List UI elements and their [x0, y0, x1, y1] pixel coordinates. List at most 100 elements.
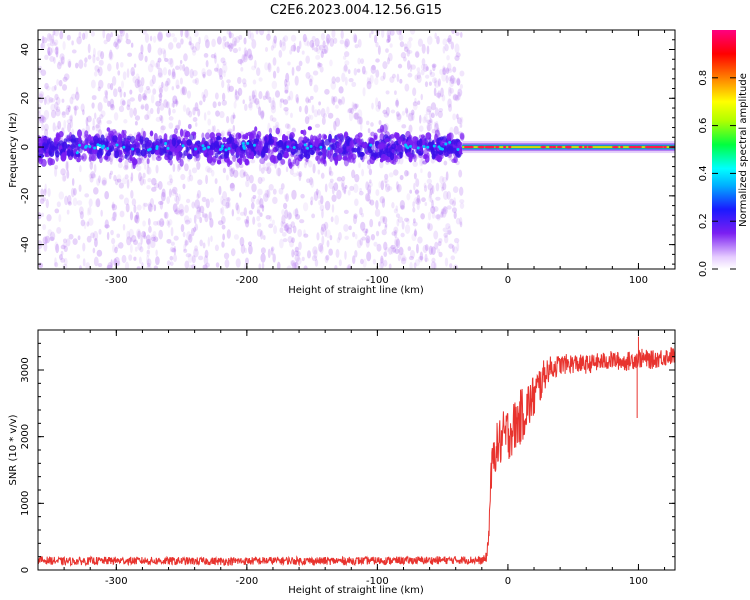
noise-speck: [252, 216, 256, 225]
noise-speck: [412, 87, 417, 97]
noise-speck: [365, 228, 369, 234]
noise-speck: [168, 219, 173, 226]
noise-speck: [434, 107, 439, 117]
noise-speck: [222, 63, 228, 74]
signal-peak: [464, 145, 468, 149]
noise-speck: [189, 36, 192, 46]
noise-speck: [172, 163, 176, 173]
noise-speck: [261, 205, 265, 212]
noise-speck: [43, 241, 48, 252]
noise-speck: [88, 173, 93, 179]
noise-band-blob: [49, 145, 55, 150]
noise-band-blob: [79, 155, 85, 160]
noise-speck: [251, 90, 255, 100]
noise-speck: [90, 232, 95, 239]
noise-band-blob: [99, 155, 103, 164]
noise-band-blob: [389, 134, 395, 139]
noise-speck: [422, 63, 429, 73]
noise-band-blob: [76, 157, 81, 163]
noise-speck: [157, 31, 163, 41]
noise-speck: [421, 58, 426, 66]
noise-speck: [432, 77, 438, 84]
noise-band-peak: [148, 147, 152, 151]
noise-speck: [351, 81, 357, 88]
noise-speck: [119, 194, 124, 200]
noise-band-blob: [146, 158, 150, 165]
noise-band-blob: [450, 140, 456, 145]
noise-band-blob: [126, 145, 131, 152]
noise-speck: [63, 245, 68, 253]
noise-band-peak: [252, 143, 256, 147]
noise-speck: [78, 59, 84, 69]
noise-speck: [226, 197, 231, 202]
noise-speck: [142, 202, 146, 211]
noise-speck: [54, 47, 59, 55]
noise-speck: [186, 231, 192, 241]
colorbar-tick-label: 0.8: [698, 70, 709, 86]
noise-speck: [159, 92, 162, 102]
noise-speck: [442, 45, 446, 54]
noise-speck: [302, 33, 307, 43]
noise-speck: [309, 39, 315, 48]
noise-speck: [97, 68, 101, 73]
noise-speck: [56, 78, 60, 86]
noise-speck: [319, 204, 325, 212]
spectrogram-xtick-label: 0: [505, 275, 511, 286]
noise-speck: [442, 65, 446, 72]
noise-speck: [276, 261, 281, 269]
noise-speck: [65, 161, 69, 171]
noise-speck: [343, 209, 349, 215]
noise-speck: [324, 183, 328, 193]
noise-speck: [179, 64, 183, 71]
noise-band-blob: [283, 151, 289, 159]
noise-band-blob: [286, 139, 292, 148]
noise-speck: [365, 235, 371, 244]
noise-speck: [218, 185, 222, 196]
noise-speck: [209, 217, 214, 228]
noise-speck: [233, 234, 239, 240]
noise-speck: [453, 246, 458, 254]
noise-speck: [54, 257, 57, 267]
noise-speck: [228, 32, 234, 39]
noise-speck: [287, 95, 291, 101]
noise-speck: [183, 53, 188, 62]
noise-speck: [442, 68, 446, 76]
noise-speck: [326, 106, 330, 115]
noise-speck: [455, 52, 461, 58]
noise-speck: [270, 247, 274, 256]
noise-band-blob: [289, 132, 295, 139]
noise-speck: [182, 104, 187, 112]
noise-speck: [49, 236, 55, 242]
spectrogram-ytick-label: 20: [20, 92, 31, 105]
noise-speck: [53, 56, 56, 64]
noise-speck: [243, 52, 248, 61]
noise-speck: [403, 56, 407, 62]
noise-speck: [49, 231, 56, 242]
noise-speck: [406, 48, 411, 57]
noise-speck: [149, 35, 153, 42]
noise-speck: [173, 235, 179, 241]
noise-speck: [346, 108, 352, 114]
noise-speck: [329, 59, 333, 67]
noise-speck: [392, 247, 396, 254]
noise-band-blob: [277, 140, 284, 147]
noise-speck: [280, 183, 285, 190]
noise-speck: [125, 32, 129, 41]
noise-speck: [324, 255, 329, 264]
noise-speck: [290, 221, 295, 229]
noise-speck: [332, 37, 338, 44]
noise-speck: [166, 101, 169, 109]
noise-speck: [224, 258, 230, 268]
noise-speck: [155, 249, 158, 257]
noise-speck: [293, 265, 299, 269]
noise-band-blob: [70, 138, 77, 144]
noise-speck: [268, 184, 274, 191]
noise-speck: [390, 244, 396, 250]
noise-speck: [344, 38, 350, 48]
noise-speck: [282, 221, 287, 229]
noise-speck: [222, 61, 227, 66]
noise-speck: [219, 75, 224, 80]
noise-speck: [287, 61, 291, 66]
noise-speck: [429, 69, 433, 75]
noise-speck: [83, 62, 87, 68]
